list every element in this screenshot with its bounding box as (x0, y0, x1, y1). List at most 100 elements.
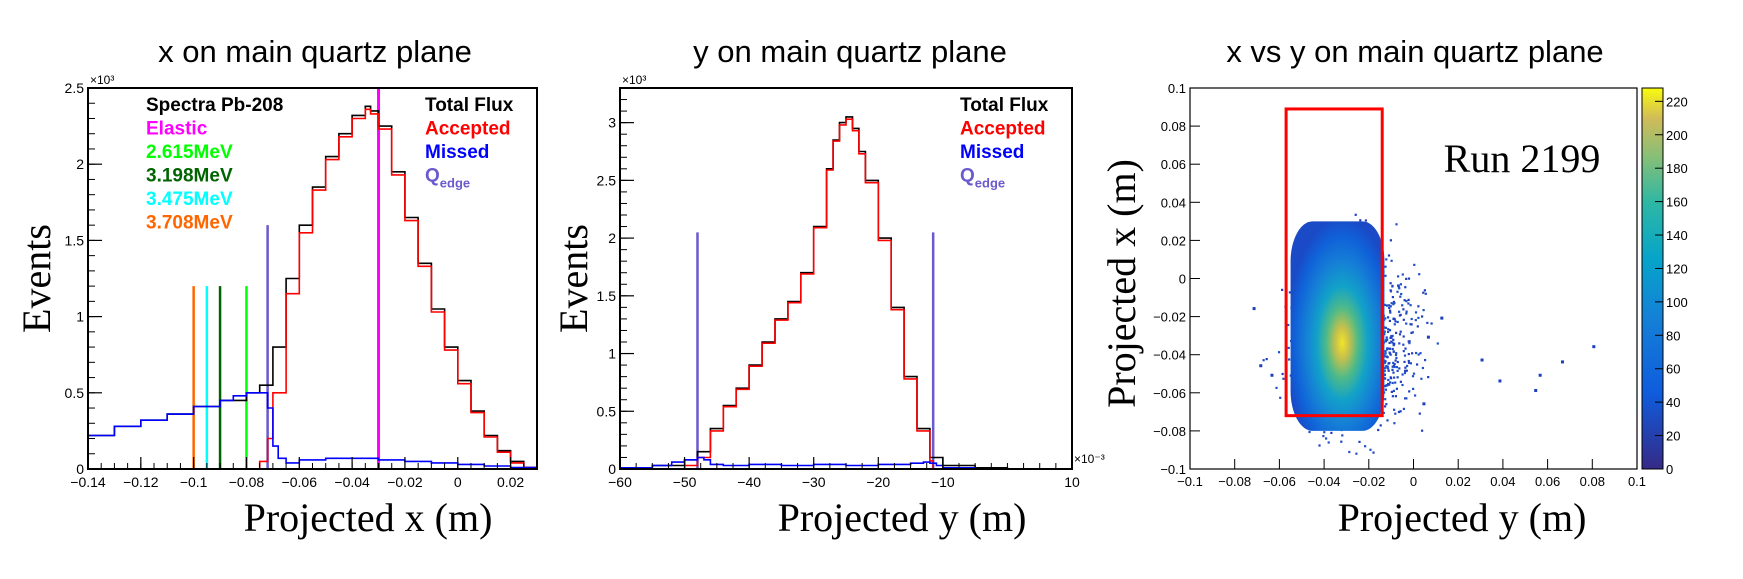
heatmap-cell (1402, 350, 1405, 353)
outlier-point (1561, 360, 1565, 364)
heatmap-cell (1389, 376, 1392, 379)
heatmap-cell (1414, 311, 1418, 314)
legend-text: Accepted (960, 119, 1046, 140)
heatmap-cell (1384, 350, 1387, 353)
y-tick-label: 0 (608, 461, 616, 477)
heatmap-cell (1340, 440, 1343, 443)
heatmap-cell (1386, 366, 1389, 369)
heatmap-cell (1411, 331, 1414, 334)
heatmap-cell (1394, 412, 1397, 415)
heatmap-cell (1364, 219, 1367, 222)
y-axis-label: Events (14, 224, 59, 333)
series-accepted (88, 108, 538, 470)
legend-left-0: Spectra Pb-208 (146, 95, 283, 116)
heatmap-cell (1426, 321, 1429, 324)
heatmap-cell (1384, 398, 1387, 401)
heatmap-cell (1395, 223, 1398, 226)
heatmap-cell (1386, 304, 1389, 307)
y-tick-label: 0.04 (1161, 195, 1186, 210)
legend-right-3: Qedge (960, 166, 1005, 191)
heatmap-cell (1386, 338, 1389, 341)
legend-right-1: Accepted (425, 119, 511, 140)
y-multiplier: ×10³ (622, 73, 646, 87)
outlier-point (1252, 307, 1256, 311)
heatmap-cell (1403, 360, 1406, 363)
heatmap-cell (1391, 365, 1394, 368)
heatmap-cell (1389, 282, 1392, 285)
legend-text: Total Flux (425, 95, 514, 116)
x-tick-label: −0.02 (1352, 474, 1385, 489)
heatmap-cell (1409, 304, 1412, 307)
heatmap-cell (1327, 441, 1330, 444)
x-tick-label: 0 (454, 474, 462, 490)
legend-text: Missed (425, 142, 489, 163)
y-tick-label: −0.08 (1153, 424, 1186, 439)
heatmap-cell (1383, 355, 1386, 358)
heatmap-cell (1387, 254, 1391, 257)
heatmap-cell (1391, 381, 1394, 385)
heatmap-cell (1403, 299, 1406, 302)
heatmap-cell (1407, 361, 1411, 364)
heatmap-cell (1404, 369, 1407, 372)
heatmap-cell (1396, 320, 1399, 324)
heatmap-cell (1383, 369, 1386, 372)
y-tick-label: −0.02 (1153, 310, 1186, 325)
heatmap-cell (1388, 306, 1391, 310)
heatmap-cell (1275, 386, 1278, 389)
heatmap-cell (1408, 340, 1411, 343)
y-tick-label: 1.5 (65, 232, 85, 248)
x-tick-label: −0.02 (387, 474, 423, 490)
legend-left-3: 3.198MeV (146, 166, 233, 187)
heatmap-cell (1341, 434, 1344, 437)
heatmap-cell (1393, 365, 1396, 369)
heatmap-cell (1388, 352, 1392, 355)
heatmap-cell (1392, 344, 1395, 347)
legend-left-1: Elastic (146, 119, 208, 140)
panel-x-histogram: x on main quartz plane −0.14 −0.12 −0.1 −0.0… (14, 34, 538, 540)
heatmap-cell (1394, 353, 1398, 357)
heatmap-cell (1393, 363, 1396, 366)
heatmap-cell (1403, 354, 1407, 357)
heatmap-cell (1358, 440, 1361, 443)
x-tick-label: 10 (1064, 474, 1080, 490)
outlier-point (1270, 373, 1274, 377)
heatmap-cell (1318, 444, 1321, 447)
y-tick-label: 1 (608, 346, 616, 362)
heatmap-cell (1390, 335, 1393, 338)
heatmap-cell (1392, 300, 1395, 303)
heatmap-cell (1400, 292, 1403, 296)
heatmap-cell (1399, 410, 1402, 413)
heatmap-cell (1279, 396, 1282, 399)
y-tick-label: −0.1 (1160, 462, 1186, 477)
x-tick-label: 0 (1410, 474, 1417, 489)
heatmap-cell (1388, 341, 1391, 344)
heatmap-cell (1421, 429, 1424, 432)
acceptance-box (1284, 107, 1384, 418)
heatmap-cell (1398, 310, 1401, 313)
heatmap-cell (1398, 367, 1401, 370)
outlier-point (1426, 335, 1430, 339)
heatmap-cell (1396, 376, 1399, 379)
heatmap-cell (1384, 326, 1388, 329)
y-tick-label: 3 (608, 115, 616, 131)
heatmap-cell (1401, 304, 1404, 307)
y-tick-label: 2 (76, 156, 84, 172)
heatmap-cell (1384, 265, 1387, 268)
legend-right-0: Total Flux (425, 95, 514, 116)
heatmap-cell (1287, 323, 1290, 327)
run-annotation: Run 2199 (1444, 136, 1601, 181)
colorbar-tick-label: 140 (1666, 228, 1688, 243)
heatmap-cell (1388, 319, 1391, 322)
colorbar-tick-label: 180 (1666, 161, 1688, 176)
heatmap-cell (1395, 356, 1398, 360)
heatmap-cell (1385, 384, 1388, 387)
x-axis-label: Projected y (m) (778, 495, 1027, 540)
heatmap-cell (1393, 422, 1396, 425)
legend-subscript: edge (440, 176, 470, 191)
heatmap-cell (1417, 316, 1420, 319)
heatmap-cell (1372, 451, 1375, 454)
panel-y-histogram: y on main quartz plane −60 −50 −40 −30 −20 −10… (551, 34, 1105, 540)
heatmap-cell (1389, 381, 1392, 384)
heatmap-cell (1410, 331, 1413, 334)
